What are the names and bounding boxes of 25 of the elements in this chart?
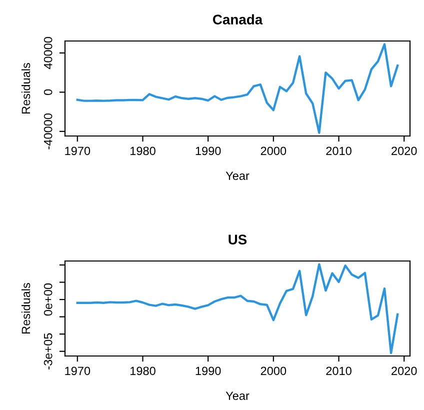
y-tick-label: -3e+05 bbox=[44, 333, 52, 370]
x-tick-label: 2000 bbox=[260, 366, 286, 376]
x-axis-title: Year bbox=[226, 392, 250, 400]
chart-title: US bbox=[228, 234, 247, 244]
x-tick-label: 2010 bbox=[326, 366, 352, 376]
line-series bbox=[76, 43, 399, 134]
x-tick-label: 1970 bbox=[65, 146, 90, 156]
x-tick-label: 1970 bbox=[65, 366, 90, 376]
y-tick-label: -40000 bbox=[44, 113, 52, 150]
x-tick-label: 1980 bbox=[130, 366, 156, 376]
x-tick-label: 2020 bbox=[392, 146, 417, 156]
x-tick-label: 1990 bbox=[196, 146, 221, 156]
y-axis-title: Residuals bbox=[21, 63, 30, 114]
x-tick-label: 1980 bbox=[130, 146, 156, 156]
x-axis-title: Year bbox=[226, 172, 250, 180]
chart-title: Canada bbox=[212, 14, 263, 24]
x-tick-label: 2020 bbox=[392, 366, 417, 376]
line-series bbox=[76, 263, 399, 354]
y-tick-label: 0 bbox=[44, 89, 52, 95]
x-tick-label: 1990 bbox=[196, 366, 221, 376]
y-tick-label: 40000 bbox=[44, 37, 52, 70]
x-tick-label: 2000 bbox=[260, 146, 286, 156]
x-tick-label: 2010 bbox=[326, 146, 352, 156]
y-tick-label: 0e+00 bbox=[44, 283, 52, 316]
y-axis-title: Residuals bbox=[21, 283, 30, 334]
